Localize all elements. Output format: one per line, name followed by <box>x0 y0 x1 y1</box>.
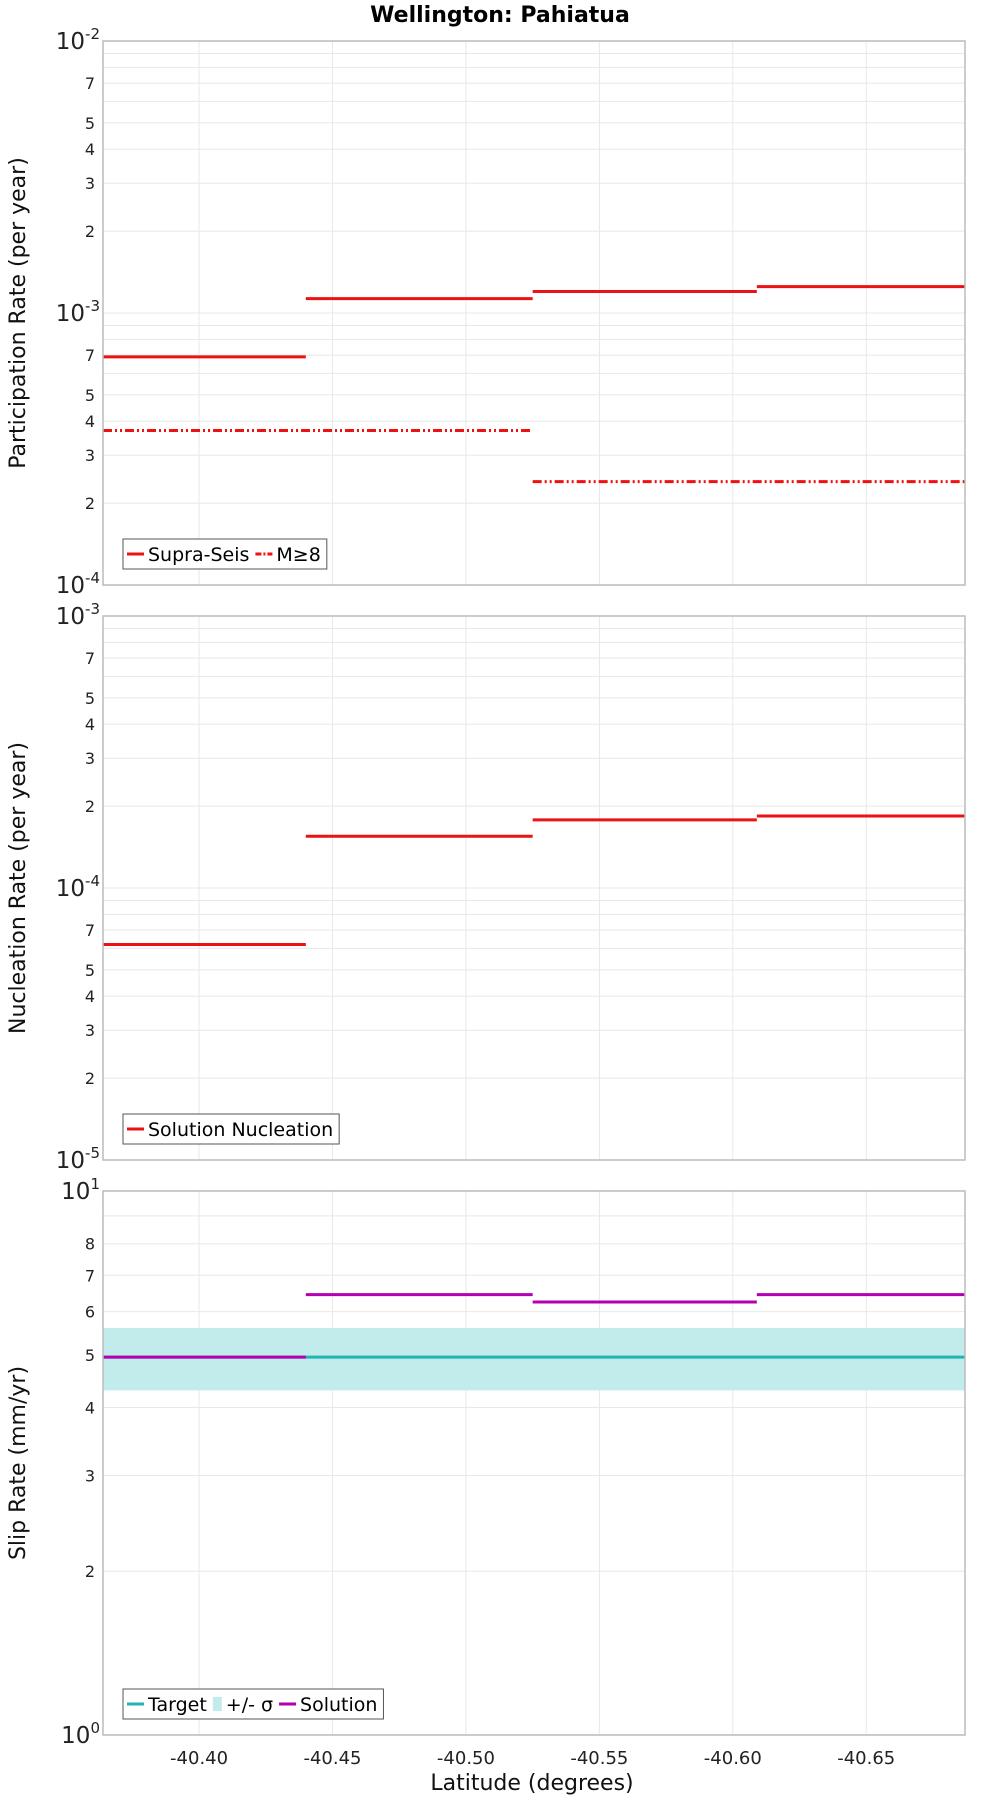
y-tick-label-minor: 7 <box>85 649 95 668</box>
legend-box <box>122 1688 384 1720</box>
y-axis-label: Participation Rate (per year) <box>6 157 31 469</box>
y-tick-label-minor: 5 <box>85 114 95 133</box>
y-tick-label-minor: 3 <box>85 749 95 768</box>
y-tick-label-decade: 10-4 <box>56 569 100 599</box>
panel-nucleation: 10-5 10-4 10-3 2 3 4 5 7 2 3 4 5 7 Nucleation Rate (p… <box>6 600 966 1174</box>
y-tick-label-minor: 3 <box>85 174 95 193</box>
legend-label: Solution Nucleation <box>148 1119 333 1141</box>
legend-label: Target <box>147 1694 207 1716</box>
y-tick-label-decade: 100 <box>61 1719 100 1749</box>
x-tick-label: -40.45 <box>303 1748 361 1769</box>
legend-label: Supra-Seis <box>148 544 249 566</box>
y-tick-label-minor: 4 <box>85 1398 95 1417</box>
legend-label: +/- σ <box>226 1694 273 1716</box>
legend-label: Solution <box>300 1694 377 1716</box>
x-tick-label: -40.50 <box>437 1748 495 1769</box>
y-tick-label-minor: 3 <box>85 1021 95 1040</box>
y-tick-label-minor: 4 <box>85 987 95 1006</box>
legend-box <box>122 1113 340 1145</box>
y-tick-label-minor: 5 <box>85 1346 95 1365</box>
y-tick-label-decade: 10-4 <box>56 872 100 902</box>
y-tick-label-minor: 2 <box>85 222 95 241</box>
y-tick-label-decade: 101 <box>61 1175 100 1205</box>
x-tick-labels: -40.40 -40.45 -40.50 -40.55 -40.60 -40.65 <box>170 1748 895 1769</box>
x-tick-label: -40.40 <box>170 1748 228 1769</box>
plot-frame <box>102 615 966 1161</box>
y-tick-label-minor: 7 <box>85 74 95 93</box>
y-tick-label-minor: 8 <box>85 1235 95 1254</box>
legend: Solution Nucleation <box>122 1113 340 1145</box>
y-tick-label-minor: 4 <box>85 715 95 734</box>
legend-swatch <box>212 1697 222 1711</box>
legend: Supra-Seis M≥8 <box>122 538 328 570</box>
chart-title: Wellington: Pahiatua <box>370 3 630 28</box>
x-tick-label: -40.55 <box>570 1748 628 1769</box>
y-tick-label-minor: 5 <box>85 961 95 980</box>
plot-area <box>103 1191 965 1735</box>
plot-frame <box>102 40 966 586</box>
y-tick-label-minor: 2 <box>85 797 95 816</box>
y-tick-label-minor: 2 <box>85 1069 95 1088</box>
y-tick-label-minor: 7 <box>85 346 95 365</box>
panel-participation: 10-4 10-3 10-2 2 3 4 5 7 2 3 4 5 7 Participation Rate… <box>6 25 966 599</box>
y-axis-label: Nucleation Rate (per year) <box>6 742 31 1034</box>
y-tick-label-minor: 2 <box>85 1562 95 1581</box>
y-tick-label-minor: 3 <box>85 1466 95 1485</box>
x-tick-label: -40.65 <box>837 1748 895 1769</box>
y-tick-label-minor: 2 <box>85 494 95 513</box>
y-tick-label-minor: 3 <box>85 446 95 465</box>
sigma-band <box>103 1327 965 1391</box>
y-tick-label-minor: 7 <box>85 921 95 940</box>
legend: Target +/- σ Solution <box>122 1688 384 1720</box>
y-tick-label-decade: 10-3 <box>56 297 100 327</box>
y-tick-label-decade: 10-5 <box>56 1144 100 1174</box>
y-tick-label-minor: 4 <box>85 140 95 159</box>
plot-frame <box>102 1190 966 1736</box>
y-tick-label-minor: 4 <box>85 412 95 431</box>
y-tick-label-decade: 10-2 <box>56 25 100 55</box>
y-tick-label-minor: 6 <box>85 1303 95 1322</box>
y-tick-label-minor: 5 <box>85 689 95 708</box>
panel-sliprate: 100 101 2 3 4 5 6 7 8 Slip Rate (mm/yr) Target +/- … <box>6 1175 966 1749</box>
y-axis-label: Slip Rate (mm/yr) <box>6 1366 31 1560</box>
legend-box <box>122 538 328 570</box>
x-tick-label: -40.60 <box>704 1748 762 1769</box>
legend-label: M≥8 <box>276 544 320 566</box>
y-tick-label-decade: 10-3 <box>56 600 100 630</box>
y-tick-label-minor: 5 <box>85 386 95 405</box>
x-axis-label: Latitude (degrees) <box>430 1771 633 1796</box>
y-tick-label-minor: 7 <box>85 1266 95 1285</box>
